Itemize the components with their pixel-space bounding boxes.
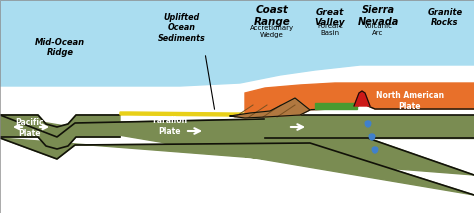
Text: Mid-Ocean
Ridge: Mid-Ocean Ridge — [35, 38, 85, 57]
Text: Farallon
Plate: Farallon Plate — [153, 116, 188, 136]
Text: North American
Plate: North American Plate — [376, 91, 444, 111]
Polygon shape — [315, 103, 357, 109]
Polygon shape — [372, 147, 378, 153]
Polygon shape — [354, 91, 370, 106]
Text: Forearc
Basin: Forearc Basin — [317, 23, 343, 36]
Text: Granite
Rocks: Granite Rocks — [428, 8, 463, 27]
Polygon shape — [369, 134, 375, 140]
Text: Coast
Range: Coast Range — [254, 5, 291, 27]
Polygon shape — [245, 83, 474, 115]
Polygon shape — [0, 115, 474, 195]
Text: Great
Valley: Great Valley — [315, 8, 346, 27]
Text: Pacific
Plate: Pacific Plate — [16, 118, 44, 138]
Text: Uplifted
Ocean
Sediments: Uplifted Ocean Sediments — [158, 13, 206, 43]
Polygon shape — [0, 0, 474, 86]
Text: Volcanic
Arc: Volcanic Arc — [364, 23, 392, 36]
Text: Sierra
Nevada: Sierra Nevada — [357, 5, 399, 27]
Text: Accretionary
Wedge: Accretionary Wedge — [250, 25, 294, 38]
Polygon shape — [0, 115, 120, 149]
Polygon shape — [265, 115, 474, 138]
Polygon shape — [230, 98, 310, 118]
Polygon shape — [365, 121, 371, 127]
Polygon shape — [120, 112, 250, 116]
